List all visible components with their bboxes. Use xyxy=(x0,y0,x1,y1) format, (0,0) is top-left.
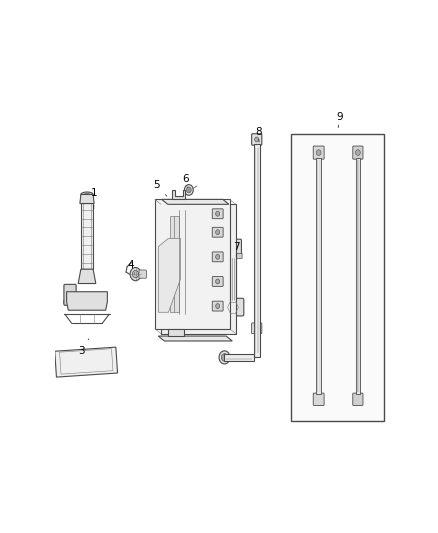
Polygon shape xyxy=(158,238,180,312)
Ellipse shape xyxy=(84,358,93,365)
Polygon shape xyxy=(224,354,254,361)
Circle shape xyxy=(187,187,191,193)
Circle shape xyxy=(63,300,67,304)
Circle shape xyxy=(67,293,73,299)
Circle shape xyxy=(132,270,138,278)
Polygon shape xyxy=(162,199,229,204)
FancyBboxPatch shape xyxy=(224,254,242,259)
Polygon shape xyxy=(55,347,117,377)
FancyBboxPatch shape xyxy=(212,277,223,286)
Text: 8: 8 xyxy=(255,127,262,142)
Polygon shape xyxy=(172,190,185,199)
FancyBboxPatch shape xyxy=(212,252,223,262)
Polygon shape xyxy=(155,199,230,329)
Polygon shape xyxy=(81,204,93,269)
Circle shape xyxy=(356,150,360,156)
FancyBboxPatch shape xyxy=(64,284,76,305)
Ellipse shape xyxy=(219,351,230,364)
Circle shape xyxy=(229,241,237,252)
Ellipse shape xyxy=(85,193,89,196)
Circle shape xyxy=(78,294,81,298)
Circle shape xyxy=(215,254,220,260)
Polygon shape xyxy=(169,329,184,336)
Ellipse shape xyxy=(222,354,227,361)
Circle shape xyxy=(130,268,141,281)
Polygon shape xyxy=(78,269,96,284)
Ellipse shape xyxy=(81,192,93,197)
FancyBboxPatch shape xyxy=(222,298,244,316)
FancyBboxPatch shape xyxy=(212,301,223,311)
FancyBboxPatch shape xyxy=(224,239,241,256)
Circle shape xyxy=(215,279,220,284)
Polygon shape xyxy=(316,158,321,394)
Text: 5: 5 xyxy=(153,180,167,196)
Text: 6: 6 xyxy=(182,174,189,187)
Text: 7: 7 xyxy=(233,241,240,257)
FancyBboxPatch shape xyxy=(313,146,324,159)
Text: 1: 1 xyxy=(91,188,97,209)
Circle shape xyxy=(215,230,220,235)
FancyBboxPatch shape xyxy=(212,209,223,219)
Polygon shape xyxy=(80,195,94,204)
Circle shape xyxy=(254,137,259,142)
FancyBboxPatch shape xyxy=(139,270,146,278)
Polygon shape xyxy=(254,144,260,358)
FancyBboxPatch shape xyxy=(313,393,324,406)
Circle shape xyxy=(316,150,321,156)
FancyBboxPatch shape xyxy=(212,227,223,237)
Text: 3: 3 xyxy=(78,339,88,356)
Circle shape xyxy=(184,184,193,195)
Circle shape xyxy=(66,294,69,298)
Polygon shape xyxy=(356,158,360,394)
Polygon shape xyxy=(158,336,232,341)
Circle shape xyxy=(215,211,220,216)
FancyBboxPatch shape xyxy=(251,134,262,145)
Circle shape xyxy=(215,304,220,309)
FancyBboxPatch shape xyxy=(251,323,262,334)
FancyBboxPatch shape xyxy=(353,146,363,159)
Polygon shape xyxy=(67,292,107,310)
Polygon shape xyxy=(161,204,236,334)
Text: 9: 9 xyxy=(336,112,343,127)
FancyBboxPatch shape xyxy=(353,393,363,406)
Circle shape xyxy=(72,292,75,296)
Text: 4: 4 xyxy=(128,260,134,273)
Polygon shape xyxy=(170,216,179,312)
Bar xyxy=(291,134,384,421)
Circle shape xyxy=(80,300,84,304)
